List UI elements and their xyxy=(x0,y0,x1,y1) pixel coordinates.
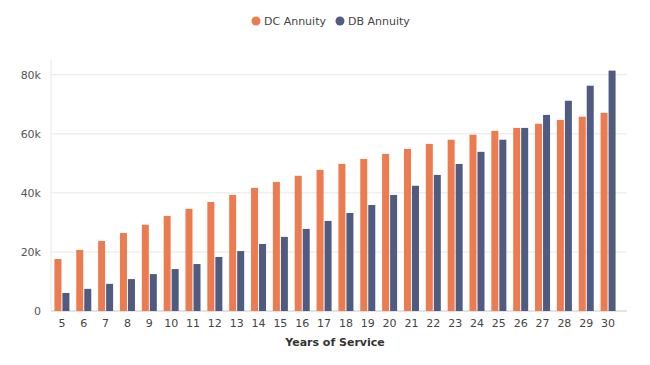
x-tick-label: 26 xyxy=(514,317,528,330)
bar xyxy=(215,257,222,311)
x-tick-label: 8 xyxy=(124,317,131,330)
bar xyxy=(273,182,280,311)
bar xyxy=(172,269,179,311)
bar xyxy=(62,293,69,311)
bar xyxy=(194,264,201,311)
bar xyxy=(303,229,310,311)
bar xyxy=(470,135,477,311)
bar xyxy=(587,86,594,311)
x-tick-label: 16 xyxy=(295,317,309,330)
x-tick-label: 7 xyxy=(102,317,109,330)
x-tick-label: 21 xyxy=(404,317,418,330)
x-tick-label: 28 xyxy=(557,317,571,330)
bar xyxy=(150,274,157,311)
x-tick-label: 20 xyxy=(383,317,397,330)
bar xyxy=(478,152,485,311)
bar xyxy=(98,241,105,311)
x-axis-label: Years of Service xyxy=(284,336,385,349)
bar xyxy=(295,176,302,311)
bar xyxy=(186,209,193,311)
bar xyxy=(434,175,441,311)
bar xyxy=(609,71,616,311)
bar xyxy=(412,186,419,311)
bar xyxy=(448,140,455,311)
bar xyxy=(368,205,375,311)
bar xyxy=(325,221,332,311)
bar xyxy=(120,233,127,311)
x-tick-label: 14 xyxy=(252,317,266,330)
x-tick-label: 11 xyxy=(186,317,200,330)
bar xyxy=(229,195,236,311)
bar xyxy=(557,120,564,311)
bar xyxy=(251,188,258,311)
x-tick-label: 18 xyxy=(339,317,353,330)
y-tick-label: 60k xyxy=(21,128,42,141)
bar xyxy=(579,117,586,311)
bar xyxy=(281,237,288,311)
y-axis-line xyxy=(51,60,52,311)
legend-label: DC Annuity xyxy=(264,15,326,28)
bar xyxy=(346,213,353,311)
bar xyxy=(491,131,498,311)
x-tick-label: 19 xyxy=(361,317,375,330)
bars xyxy=(54,71,615,311)
x-tick-label: 30 xyxy=(601,317,615,330)
bar xyxy=(565,101,572,311)
x-tick-label: 23 xyxy=(448,317,462,330)
bar xyxy=(513,128,520,311)
y-tick-label: 0 xyxy=(34,305,41,318)
x-tick-label: 9 xyxy=(146,317,153,330)
bar xyxy=(106,284,113,311)
bar xyxy=(535,124,542,311)
bar xyxy=(456,164,463,311)
chart-svg: 0 20k 40k 60k 80k 5 6 7 8 9 10 11 12 13 14 15 16 17 18 19 20… xyxy=(0,0,650,365)
x-tick-label: 13 xyxy=(230,317,244,330)
bar xyxy=(338,164,345,311)
y-tick-label: 20k xyxy=(21,246,42,259)
bar xyxy=(84,289,91,311)
x-tick-label: 10 xyxy=(164,317,178,330)
x-tick-label: 29 xyxy=(579,317,593,330)
bar xyxy=(601,113,608,311)
bar xyxy=(164,216,171,311)
bar xyxy=(207,202,214,311)
chart-container: 0 20k 40k 60k 80k 5 6 7 8 9 10 11 12 13 14 15 16 17 18 19 20… xyxy=(0,0,650,365)
bar xyxy=(142,225,149,311)
x-tick-label: 22 xyxy=(426,317,440,330)
y-tick-label: 40k xyxy=(21,187,42,200)
x-tick-label: 27 xyxy=(536,317,550,330)
x-tick-label: 25 xyxy=(492,317,506,330)
x-tick-label: 17 xyxy=(317,317,331,330)
bar xyxy=(543,115,550,311)
bar xyxy=(426,144,433,311)
x-tick-label: 5 xyxy=(58,317,65,330)
legend-swatch xyxy=(252,17,261,26)
bar xyxy=(390,195,397,311)
bar xyxy=(54,259,61,311)
bar xyxy=(128,279,135,311)
bar xyxy=(499,140,506,311)
x-tick-label: 12 xyxy=(208,317,222,330)
bar xyxy=(317,170,324,311)
bar xyxy=(382,154,389,311)
x-tick-label: 6 xyxy=(80,317,87,330)
grid-line xyxy=(51,74,627,75)
legend-swatch xyxy=(335,17,344,26)
bar xyxy=(404,149,411,311)
bar xyxy=(76,250,83,311)
bar xyxy=(259,244,266,311)
legend-label: DB Annuity xyxy=(348,15,410,28)
bar xyxy=(360,159,367,311)
y-tick-label: 80k xyxy=(21,69,42,82)
x-tick-label: 15 xyxy=(273,317,287,330)
x-tick-label: 24 xyxy=(470,317,484,330)
bar xyxy=(521,128,528,311)
bar xyxy=(237,251,244,311)
